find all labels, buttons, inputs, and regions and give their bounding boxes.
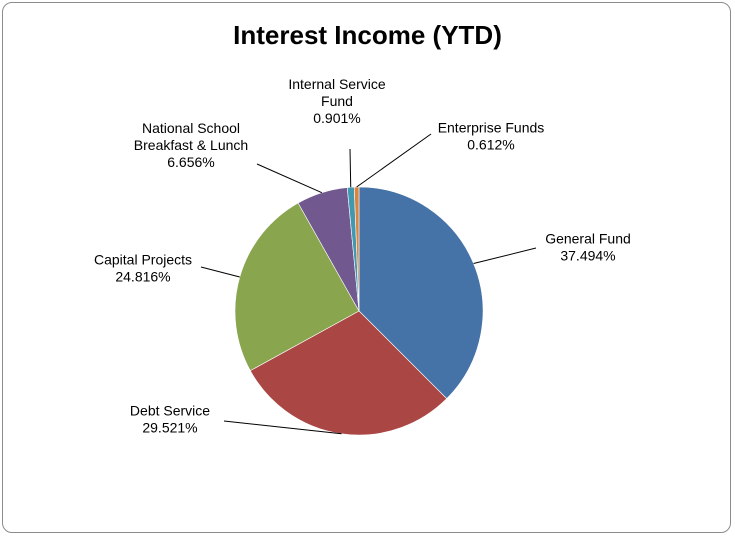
leader-line-capital-projects: [200, 266, 240, 278]
chart-title: Interest Income (YTD): [233, 20, 502, 50]
data-label-capital-projects: Capital Projects 24.816%: [94, 252, 192, 285]
pie-slice-debt-service: [249, 310, 448, 436]
leader-line-general-fund: [473, 247, 537, 265]
pie-slice-enterprise-funds: [353, 186, 360, 312]
pie-slice-capital-projects: [234, 202, 360, 372]
pie-slice-general-fund: [358, 186, 484, 400]
data-label-enterprise-funds: Enterprise Funds 0.612%: [438, 120, 545, 153]
data-label-general-fund: General Fund 37.494%: [545, 231, 631, 264]
leader-line-debt-service: [223, 420, 342, 435]
leader-line-enterprise-funds: [356, 133, 432, 188]
data-label-internal-service-fund: Internal Service Fund 0.901%: [288, 76, 385, 126]
data-label-debt-service: Debt Service 29.521%: [130, 403, 210, 436]
data-label-national-school-breakfast-lunch: National School Breakfast & Lunch 6.656%: [134, 120, 248, 170]
leader-line-national-school-breakfast-lunch: [256, 163, 323, 194]
leader-line-internal-service-fund: [349, 148, 352, 188]
